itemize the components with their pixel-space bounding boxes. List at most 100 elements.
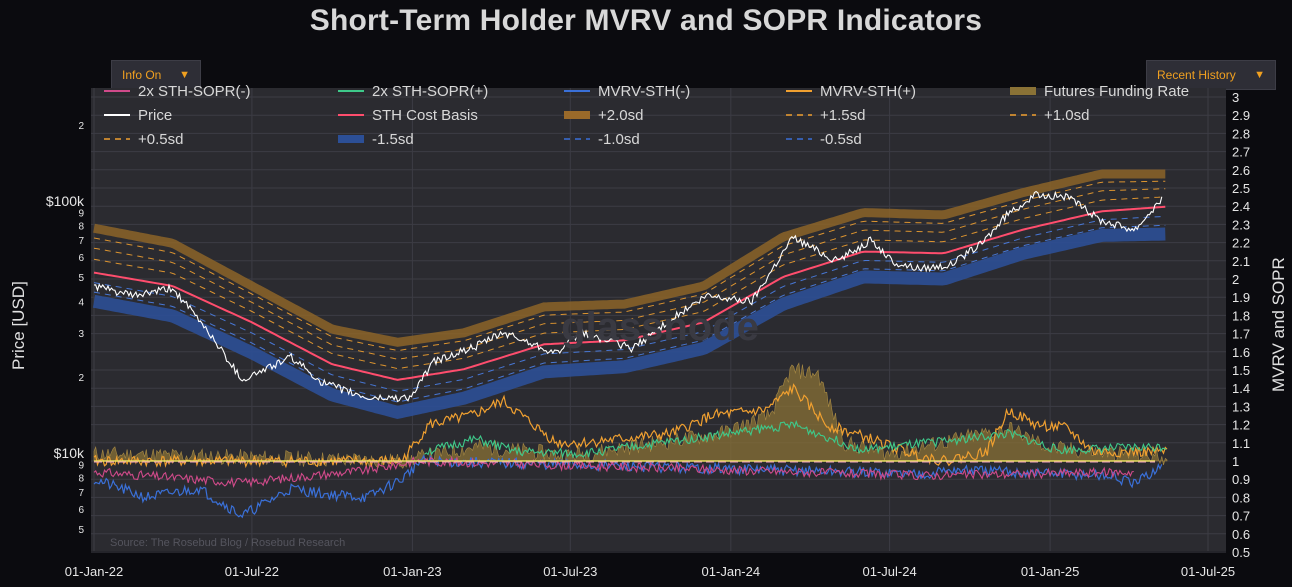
legend-label: -0.5sd [820,131,862,148]
legend-item: +2.0sd [564,107,643,124]
y-right-tick-label: 1.7 [1232,327,1250,342]
watermark: glassnode [561,305,759,349]
x-tick-label: 01-Jul-23 [543,564,597,579]
y-right-tick-label: 1.5 [1232,363,1250,378]
legend-item: +0.5sd [104,131,183,148]
series-layer [92,169,1168,519]
legend-label: STH Cost Basis [372,107,478,124]
line-+1.5sd [93,180,1166,352]
y-left-tick-label: $100k [46,193,85,209]
legend-item: STH Cost Basis [338,107,478,124]
legend-label: 2x STH-SOPR(+) [372,83,488,100]
x-tick-label: 01-Jan-24 [702,564,761,579]
y-right-tick-label: 1.4 [1232,381,1250,396]
legend: 2x STH-SOPR(-) 2x STH-SOPR(+) MVRV-STH(-) M… [104,83,1189,148]
x-tick-label: 01-Jul-24 [862,564,916,579]
line-sth-cost-basis [93,205,1166,381]
axes: 0.5 0.6 0.7 0.8 0.9 1 1.1 1.2 1.3 1.4 1.5 1.6 1.7 1.8… [46,90,1250,579]
legend-label: +0.5sd [138,131,183,148]
y-right-tick-label: 2.5 [1232,181,1250,196]
y-right-tick-label: 3 [1232,90,1239,105]
y-left-tick-label: 5 [78,525,84,536]
y-axis-right-label-box: MVRV and SOPR [1269,257,1288,392]
y-right-tick-label: 2.7 [1232,145,1250,160]
caret-down-icon: ▼ [1254,69,1265,81]
y-left-tick-label: 6 [78,253,84,264]
legend-label: Futures Funding Rate [1044,83,1189,100]
y-right-tick-label: 1.3 [1232,399,1250,414]
line-price [94,190,1163,403]
y-right-tick-label: 2.2 [1232,236,1250,251]
legend-item: -0.5sd [786,131,862,148]
y-right-tick-label: 2.1 [1232,254,1250,269]
legend-item: Price [104,107,172,124]
y-right-tick-label: 0.9 [1232,472,1250,487]
legend-item: 2x STH-SOPR(-) [104,83,251,100]
line--1.0sd [93,224,1166,403]
line-sopr-plus [424,420,1167,459]
y-right-tick-label: 0.8 [1232,490,1250,505]
y-right-tick-label: 0.7 [1232,509,1250,524]
y-right-tick-label: 2.8 [1232,126,1250,141]
legend-label: Price [138,107,172,124]
y-left-tick-label: 9 [78,209,84,220]
legend-swatch [1010,87,1036,95]
y-right-tick-label: 1.6 [1232,345,1250,360]
line-+0.5sd [93,196,1166,370]
y-left-tick-label: 2 [78,373,84,384]
y-right-tick-label: 2.9 [1232,108,1250,123]
legend-label: 2x STH-SOPR(-) [138,83,251,100]
legend-label: +2.0sd [598,107,643,124]
x-tick-label: 01-Jan-25 [1021,564,1080,579]
legend-item: 2x STH-SOPR(+) [338,83,488,100]
y-left-tick-label: 3 [78,329,84,340]
x-tick-label: 01-Jul-25 [1181,564,1235,579]
legend-item: -1.0sd [564,131,640,148]
y-right-tick-label: 1.9 [1232,290,1250,305]
y-left-tick-label: 7 [78,236,84,247]
y-right-tick-label: 1.1 [1232,436,1250,451]
legend-item: +1.0sd [1010,107,1089,124]
chart-title: Short-Term Holder MVRV and SOPR Indicato… [309,4,983,37]
legend-label: +1.0sd [1044,107,1089,124]
y-right-tick-label: 0.5 [1232,545,1250,560]
info-dropdown-label: Info On [122,68,162,82]
legend-label: -1.0sd [598,131,640,148]
recent-history-dropdown[interactable]: Recent History ▼ [1146,60,1276,90]
x-tick-label: 01-Jan-23 [383,564,442,579]
y-left-tick-label: $10k [54,445,85,461]
band-minus-1.5sd [92,227,1166,419]
y-left-tick-label: 4 [78,297,84,308]
y-left-tick-label: 8 [78,473,84,484]
x-tick-label: 01-Jul-22 [225,564,279,579]
y-right-tick-label: 2 [1232,272,1239,287]
legend-label: MVRV-STH(-) [598,83,690,100]
line-sopr-minus [93,455,1134,489]
legend-swatch [564,111,590,119]
legend-item: Futures Funding Rate [1010,83,1189,100]
legend-item: +1.5sd [786,107,865,124]
y-right-tick-label: 1.8 [1232,308,1250,323]
x-tick-label: 01-Jan-22 [65,564,124,579]
y-left-tick-label: 8 [78,221,84,232]
y-left-tick-label: 2 [78,121,84,132]
legend-item: MVRV-STH(-) [564,83,690,100]
line-+1.0sd [93,188,1166,360]
legend-label: -1.5sd [372,131,414,148]
info-dropdown[interactable]: Info On ▼ [111,60,201,90]
y-axis-left-label: Price [USD] [9,281,28,370]
y-left-tick-label: 5 [78,273,84,284]
y-right-tick-label: 1.2 [1232,418,1250,433]
line-mvrv-sth-plus [93,383,1168,469]
legend-item: -1.5sd [338,131,414,148]
legend-label: MVRV-STH(+) [820,83,916,100]
caret-down-icon: ▼ [179,69,190,81]
source-text: Source: The Rosebud Blog / Rosebud Resea… [110,537,345,549]
y-axis-left-label-box: Price [USD] [9,281,28,370]
legend-label: +1.5sd [820,107,865,124]
legend-swatch [338,135,364,143]
band-plus-2sd [93,169,1166,347]
y-right-tick-label: 2.3 [1232,217,1250,232]
y-left-tick-label: 7 [78,488,84,499]
